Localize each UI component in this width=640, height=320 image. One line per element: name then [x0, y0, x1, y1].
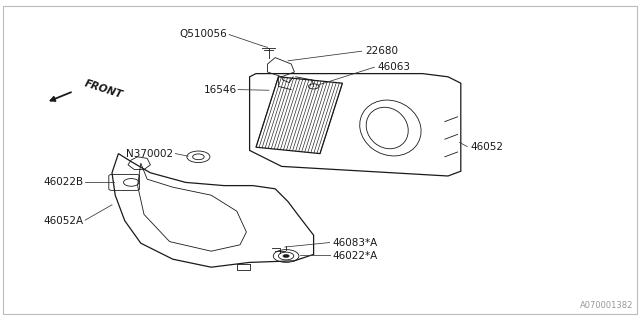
Text: 22680: 22680 — [365, 46, 398, 56]
Text: 46022*A: 46022*A — [333, 251, 378, 261]
Text: FRONT: FRONT — [83, 79, 124, 100]
Text: 16546: 16546 — [204, 84, 237, 95]
FancyBboxPatch shape — [3, 6, 637, 314]
Text: 46052: 46052 — [470, 142, 504, 152]
Polygon shape — [256, 77, 342, 154]
Circle shape — [283, 254, 289, 258]
Text: 46052A: 46052A — [43, 216, 83, 226]
Text: A070001382: A070001382 — [580, 301, 634, 310]
Text: 46083*A: 46083*A — [333, 238, 378, 248]
Text: 46063: 46063 — [378, 62, 411, 72]
Text: Q510056: Q510056 — [179, 28, 227, 39]
Text: N370002: N370002 — [125, 148, 173, 159]
Text: 46022B: 46022B — [43, 177, 83, 188]
